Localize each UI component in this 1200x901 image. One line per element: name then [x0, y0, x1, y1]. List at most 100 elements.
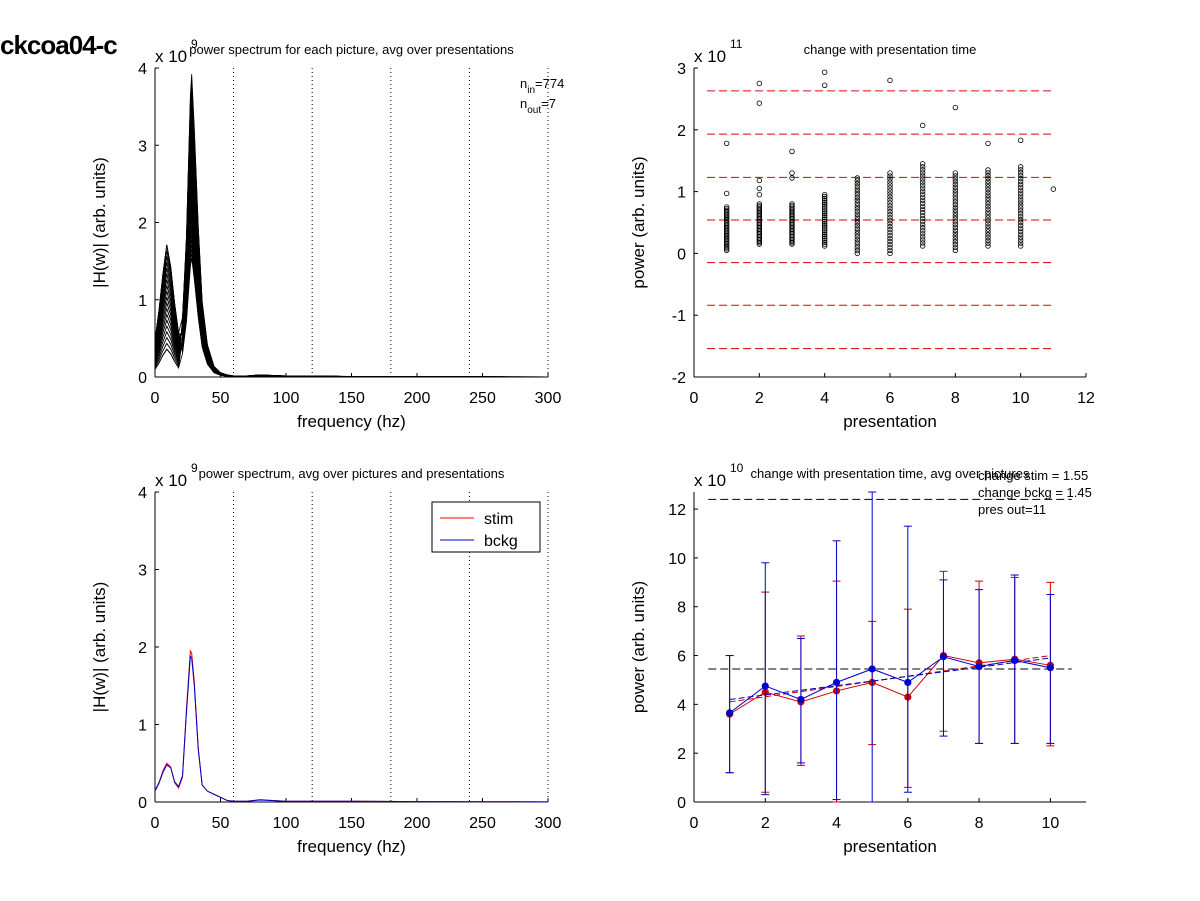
scatter-point — [985, 198, 991, 204]
figure-suptitle: ckcoa04-c — [0, 30, 118, 60]
scatter-point — [1017, 196, 1024, 202]
spectrum-line — [154, 173, 549, 378]
spectrum-line — [154, 93, 549, 378]
axis-exponent-power: 9 — [191, 37, 198, 51]
x-tick-label: 300 — [535, 390, 562, 407]
spectrum-line — [154, 220, 549, 378]
scatter-point — [756, 202, 763, 209]
scatter-point — [854, 233, 861, 240]
legend: stim bckg — [431, 501, 541, 553]
scatter-point — [919, 173, 926, 179]
scatter-point — [1017, 175, 1024, 182]
series-bckg — [725, 491, 1055, 803]
axis-exponent-power: 11 — [730, 37, 743, 51]
scatter-point — [985, 212, 991, 218]
mean-point — [726, 709, 734, 717]
scatter-point — [919, 243, 926, 249]
y-tick-label: 2 — [138, 216, 147, 233]
y-tick-label: 2 — [677, 746, 686, 763]
scatter-point — [1017, 231, 1024, 237]
y-tick-label: 1 — [138, 718, 147, 735]
axis-exponent: x 10 — [155, 47, 187, 66]
mean-line-bckg — [729, 656, 1051, 714]
scatter-point — [985, 186, 991, 193]
scatter-point — [919, 221, 926, 228]
scatter-point — [821, 233, 828, 240]
mean-point — [797, 695, 805, 704]
scatter-point — [789, 201, 795, 207]
y-tick-label: 0 — [138, 370, 147, 387]
scatter-point — [985, 237, 991, 244]
scatter-point — [1017, 228, 1024, 235]
scatter-point — [1017, 216, 1024, 223]
scatter-point — [1017, 199, 1024, 205]
scatter-point — [1017, 190, 1024, 196]
x-axis-label: frequency (hz) — [297, 412, 406, 431]
y-tick-label: -2 — [672, 370, 686, 387]
y-tick-label: 3 — [138, 563, 147, 580]
mean-point — [1046, 664, 1054, 672]
x-tick-label: 12 — [1077, 390, 1095, 407]
spectrum-line — [154, 130, 549, 378]
scatter-point — [821, 218, 828, 224]
scatter-point — [919, 206, 926, 213]
scatter-point — [821, 243, 828, 249]
x-tick-label: 6 — [886, 390, 895, 407]
spectrum-line — [154, 111, 549, 378]
scatter-point — [821, 203, 828, 209]
scatter-point — [887, 176, 893, 182]
y-tick-label: 8 — [677, 600, 686, 617]
x-tick-label: 0 — [690, 390, 699, 407]
scatter-point — [1017, 167, 1024, 173]
scatter-point — [887, 232, 893, 239]
scatter-outlier — [756, 100, 763, 106]
spectrum-line — [154, 243, 549, 378]
scatter-outlier — [985, 140, 991, 147]
scatter-point — [821, 241, 828, 247]
scatter-point — [952, 207, 959, 213]
y-tick-label: 4 — [677, 697, 686, 714]
scatter-point — [952, 201, 959, 208]
scatter-point — [821, 231, 828, 238]
y-tick-label: 2 — [138, 640, 147, 657]
scatter-point — [887, 206, 893, 212]
scatter-outlier — [723, 190, 730, 197]
spectrum-line — [154, 244, 549, 378]
scatter-point — [985, 234, 991, 241]
scatter-point — [854, 183, 861, 190]
mean-point — [832, 678, 841, 686]
scatter-point — [854, 180, 861, 187]
y-tick-label: 10 — [668, 551, 686, 568]
x-tick-label: 250 — [469, 390, 496, 407]
scatter-point — [887, 200, 893, 206]
spectrum-line — [154, 234, 549, 378]
spectrum-line — [154, 135, 549, 378]
y-tick-label: 2 — [677, 123, 686, 140]
scatter-point — [952, 196, 959, 202]
n-in-subscript: in — [527, 85, 535, 96]
scatter-point — [952, 227, 959, 233]
scatter-outlier — [821, 69, 828, 76]
y-tick-label: 3 — [677, 61, 686, 78]
scatter-point — [756, 201, 763, 207]
spectrum-line — [154, 192, 549, 378]
scatter-point — [887, 191, 893, 197]
scatter-point — [985, 203, 991, 210]
axis-exponent-power: 9 — [191, 461, 198, 475]
y-tick-label: 4 — [138, 61, 147, 78]
scatter-point — [887, 244, 893, 251]
scatter-point — [854, 197, 861, 204]
spectrum-line — [154, 210, 549, 378]
scatter-point — [919, 194, 926, 200]
scatter-point — [854, 222, 861, 229]
scatter-point — [854, 186, 861, 192]
n-out-symbol: n — [520, 96, 527, 111]
scatter-point — [723, 207, 730, 213]
y-axis-label: |H(w)| (arb. units) — [90, 582, 109, 713]
scatter-point — [887, 197, 893, 203]
scatter-point — [952, 244, 959, 251]
x-tick-label: 10 — [1012, 390, 1030, 407]
scatter-point — [887, 220, 893, 227]
spectrum-line — [154, 88, 549, 378]
scatter-point — [919, 188, 926, 194]
